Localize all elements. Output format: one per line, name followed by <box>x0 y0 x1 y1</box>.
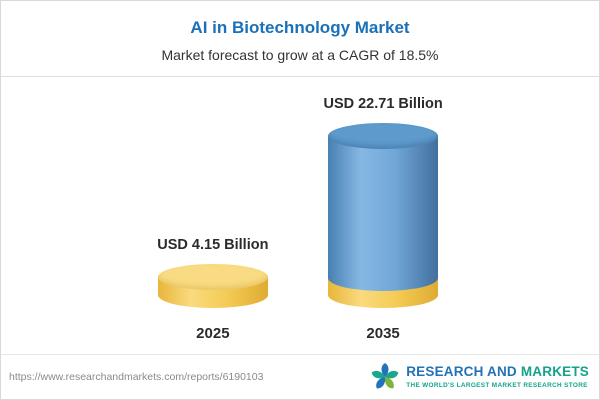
bar-2035 <box>328 123 439 308</box>
header-divider <box>1 76 599 77</box>
axis-label-2035: 2035 <box>366 325 400 342</box>
logo-tagline: THE WORLD'S LARGEST MARKET RESEARCH STOR… <box>406 381 588 389</box>
axis-label-2025: 2025 <box>196 325 230 342</box>
logo-wordmark-blue: RESEARCH AND <box>406 364 517 380</box>
footer: https://www.researchandmarkets.com/repor… <box>1 354 599 399</box>
bar-2035-top-ellipse <box>328 123 439 149</box>
chart-header: AI in Biotechnology Market Market foreca… <box>1 1 599 76</box>
logo-text: RESEARCH AND MARKETS THE WORLD'S LARGEST… <box>406 364 589 389</box>
researchandmarkets-logo-icon <box>371 362 399 389</box>
researchandmarkets-logo: RESEARCH AND MARKETS THE WORLD'S LARGEST… <box>370 362 589 392</box>
bar-2025-top-ellipse <box>157 264 268 290</box>
page-subtitle: Market forecast to grow at a CAGR of 18.… <box>161 47 439 63</box>
bar-group-2035: USD 22.71 Billion 2035 <box>323 96 442 342</box>
bar-2025 <box>157 264 268 308</box>
logo-wordmark-teal: MARKETS <box>520 364 589 380</box>
bar-chart: USD 4.15 Billion 2025 USD 22.71 Billion … <box>1 77 599 354</box>
bar-value-label-2035: USD 22.71 Billion <box>323 96 443 112</box>
bar-group-2025: USD 4.15 Billion 2025 <box>157 237 268 342</box>
page-title: AI in Biotechnology Market <box>190 18 410 37</box>
bar-value-label-2025: USD 4.15 Billion <box>157 237 269 253</box>
source-url[interactable]: https://www.researchandmarkets.com/repor… <box>9 371 264 383</box>
bar-2035-blue-segment <box>328 136 439 291</box>
